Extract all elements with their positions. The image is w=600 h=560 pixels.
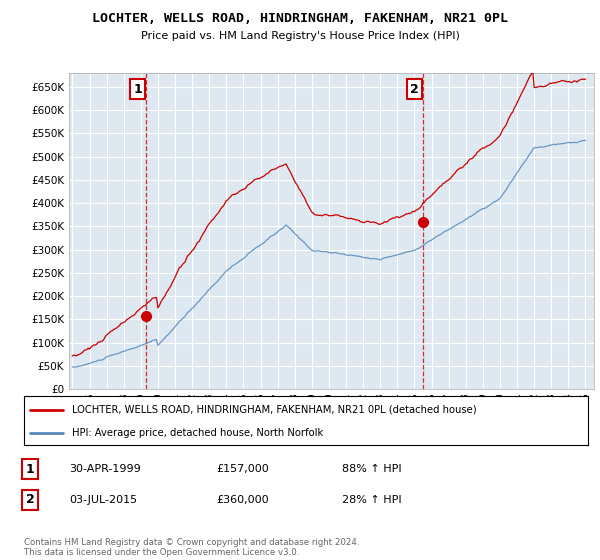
Text: 2: 2 [410, 82, 419, 96]
Text: 30-APR-1999: 30-APR-1999 [69, 464, 141, 474]
Text: HPI: Average price, detached house, North Norfolk: HPI: Average price, detached house, Nort… [72, 428, 323, 438]
Text: Contains HM Land Registry data © Crown copyright and database right 2024.
This d: Contains HM Land Registry data © Crown c… [24, 538, 359, 557]
Text: Price paid vs. HM Land Registry's House Price Index (HPI): Price paid vs. HM Land Registry's House … [140, 31, 460, 41]
Text: 2: 2 [26, 493, 34, 506]
Text: 03-JUL-2015: 03-JUL-2015 [69, 494, 137, 505]
Text: 88% ↑ HPI: 88% ↑ HPI [342, 464, 401, 474]
Text: LOCHTER, WELLS ROAD, HINDRINGHAM, FAKENHAM, NR21 0PL: LOCHTER, WELLS ROAD, HINDRINGHAM, FAKENH… [92, 12, 508, 25]
Text: 1: 1 [134, 82, 142, 96]
Text: £360,000: £360,000 [216, 494, 269, 505]
Text: £157,000: £157,000 [216, 464, 269, 474]
Text: LOCHTER, WELLS ROAD, HINDRINGHAM, FAKENHAM, NR21 0PL (detached house): LOCHTER, WELLS ROAD, HINDRINGHAM, FAKENH… [72, 405, 476, 415]
Text: 1: 1 [26, 463, 34, 476]
Text: 28% ↑ HPI: 28% ↑ HPI [342, 494, 401, 505]
